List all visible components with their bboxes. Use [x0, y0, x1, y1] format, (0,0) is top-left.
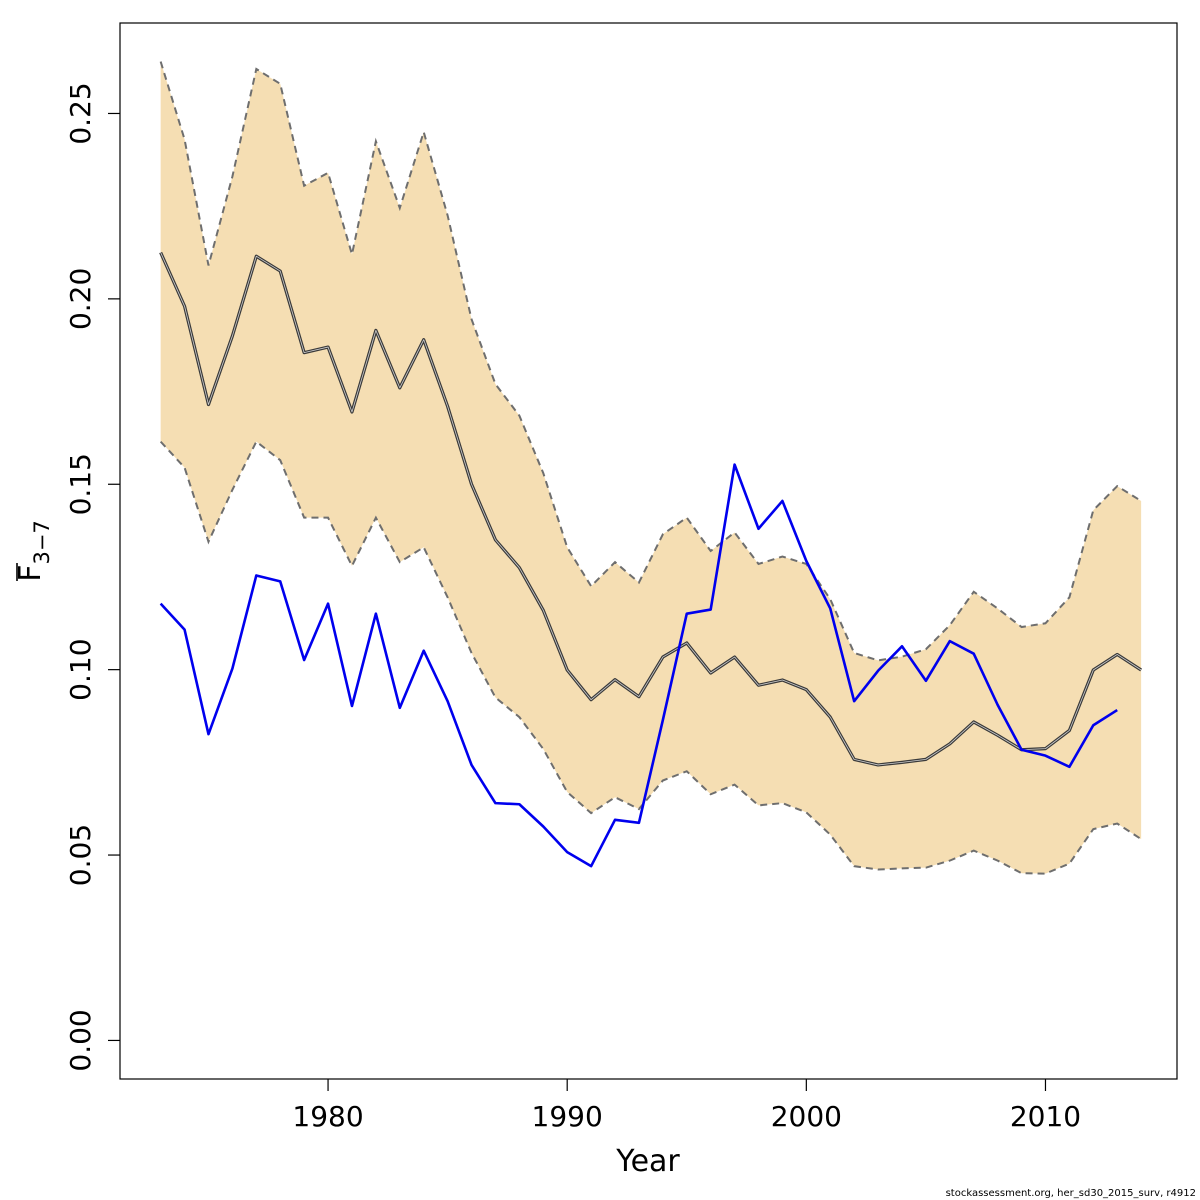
plot-layer: [159, 61, 1143, 875]
y-axis-title: F3−7: [13, 520, 54, 582]
plot-frame: [119, 22, 1178, 1080]
comparison-line: [159, 463, 1118, 868]
estimate-line-core: [160, 252, 1142, 766]
y-tick-label: 0.25: [64, 82, 97, 144]
y-tick-label: 0.20: [64, 268, 97, 330]
y-axis-title-main: F: [13, 565, 48, 582]
y-tick-label: 0.05: [64, 824, 97, 886]
x-tick-label: 1990: [532, 1100, 603, 1133]
x-axis-title: Year: [615, 1144, 680, 1179]
y-axis-title-subscript: 3−7: [30, 520, 54, 564]
y-tick-label: 0.10: [64, 638, 97, 700]
lower-bound-line: [159, 440, 1142, 875]
x-tick-label: 1980: [292, 1100, 363, 1133]
x-tick-label: 2000: [771, 1100, 842, 1133]
upper-bound-line: [159, 61, 1142, 662]
footer-credit: stockassessment.org, her_sd30_2015_surv,…: [946, 1188, 1196, 1199]
y-tick-label: 0.15: [64, 453, 97, 515]
y-tick-label: 0.00: [64, 1009, 97, 1071]
x-tick-label: 2010: [1010, 1100, 1081, 1133]
y-axis: 0.00 0.05 0.10 0.15 0.20 0.25: [64, 82, 120, 1072]
x-axis: 1980 1990 2000 2010: [292, 1079, 1081, 1133]
confidence-band: [160, 61, 1142, 874]
svg-text:F3−7: F3−7: [13, 520, 54, 582]
